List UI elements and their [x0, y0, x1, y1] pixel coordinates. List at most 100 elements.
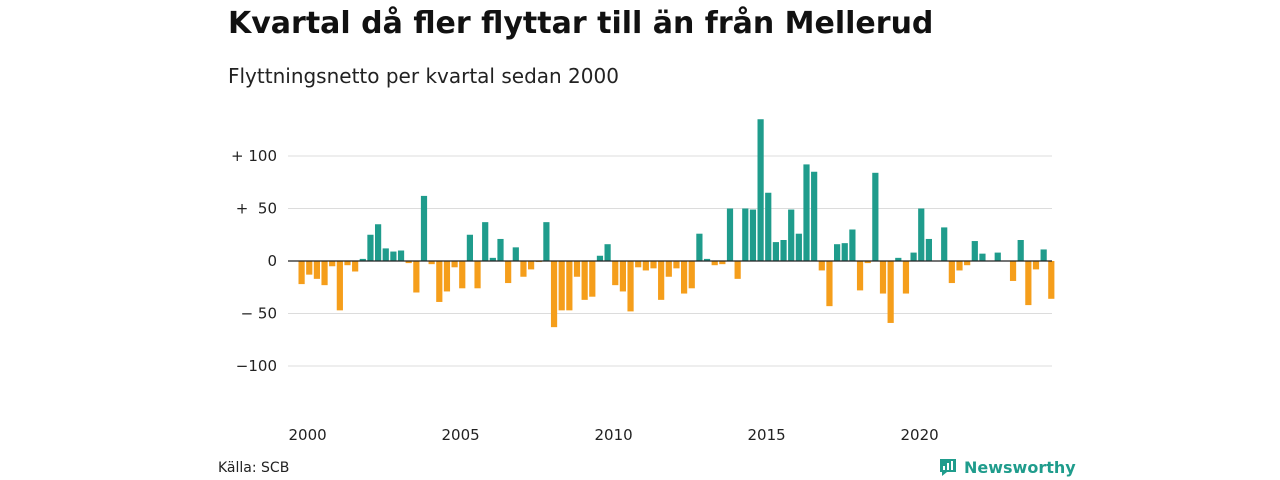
- bar: [336, 261, 343, 311]
- bar: [413, 261, 420, 293]
- bar: [757, 119, 764, 261]
- bar: [964, 261, 971, 266]
- bar: [818, 261, 825, 271]
- bar: [550, 261, 558, 328]
- bar: [520, 261, 527, 277]
- bar: [1017, 240, 1024, 261]
- bar: [749, 209, 757, 261]
- bar: [856, 261, 864, 291]
- bar: [979, 253, 986, 261]
- bar: [696, 233, 703, 261]
- bar: [397, 250, 405, 261]
- bar: [367, 234, 374, 261]
- bar: [619, 261, 626, 292]
- y-tick-label: −100: [236, 357, 277, 375]
- x-tick-label: 2005: [442, 426, 480, 444]
- bar: [887, 261, 894, 323]
- bar: [505, 261, 512, 284]
- bar: [925, 238, 932, 261]
- newsworthy-logo-icon: [940, 459, 956, 476]
- bar: [642, 261, 649, 271]
- bar: [436, 261, 443, 302]
- bar: [765, 192, 772, 261]
- bar: [459, 261, 466, 289]
- y-axis-ticks: + 100 + 50 0 − 50 −100: [231, 147, 277, 375]
- bar: [1048, 261, 1055, 299]
- bar: [558, 261, 565, 311]
- x-tick-label: 2000: [289, 426, 327, 444]
- bar: [1009, 261, 1017, 281]
- bar: [589, 261, 596, 297]
- bar: [420, 195, 428, 261]
- bar: [658, 261, 665, 300]
- bar: [834, 244, 841, 261]
- bar: [941, 227, 948, 261]
- bar: [902, 261, 910, 294]
- bar: [382, 248, 389, 261]
- y-tick-label: + 100: [231, 147, 277, 165]
- bar: [681, 261, 688, 294]
- bar: [811, 171, 818, 261]
- bar: [306, 261, 313, 275]
- y-tick-label: + 50: [236, 200, 277, 218]
- bar: [596, 255, 604, 261]
- bar: [650, 261, 657, 269]
- bar: [298, 261, 305, 285]
- x-tick-label: 2010: [595, 426, 633, 444]
- bar: [352, 261, 359, 272]
- bar: [994, 252, 1001, 261]
- bar: [581, 261, 588, 300]
- bar: [841, 243, 848, 261]
- bar: [443, 261, 451, 292]
- bar: [849, 229, 856, 261]
- x-axis-ticks: 2000 2005 2010 2015 2020: [289, 426, 939, 444]
- chart-title: Kvartal då fler flyttar till än från Mel…: [228, 6, 934, 41]
- bar: [803, 164, 810, 261]
- bar: [719, 261, 726, 265]
- source-note: Källa: SCB: [218, 460, 290, 476]
- x-tick-label: 2020: [901, 426, 939, 444]
- bar: [566, 261, 573, 311]
- chart-subtitle: Flyttningsnetto per kvartal sedan 2000: [228, 64, 619, 88]
- bar: [604, 244, 611, 261]
- bar: [795, 233, 802, 261]
- bar: [1032, 261, 1040, 270]
- bar: [872, 172, 879, 261]
- bar: [864, 261, 871, 264]
- bar: [612, 261, 619, 286]
- bar: [627, 261, 634, 312]
- bar: [711, 261, 718, 266]
- bar: [573, 261, 581, 277]
- bar: [512, 247, 519, 261]
- bar: [772, 242, 779, 261]
- bar: [428, 261, 435, 265]
- bars: [298, 119, 1055, 328]
- bar: [971, 241, 978, 261]
- bar: [673, 261, 680, 269]
- bar: [688, 261, 695, 289]
- bar: [918, 208, 925, 261]
- x-tick-label: 2015: [748, 426, 786, 444]
- bar: [344, 261, 351, 266]
- bar: [910, 252, 917, 261]
- bar: [635, 261, 642, 268]
- bar: [528, 261, 535, 270]
- bar: [474, 261, 481, 289]
- bar: [956, 261, 963, 271]
- bar: [375, 224, 382, 261]
- bar: [726, 208, 734, 261]
- bar: [321, 261, 328, 286]
- bar: [665, 261, 672, 277]
- bar: [826, 261, 833, 307]
- brand-name: Newsworthy: [964, 457, 1076, 477]
- y-tick-label: − 50: [241, 305, 277, 323]
- bar: [1025, 261, 1032, 306]
- grid-lines: [288, 155, 1052, 367]
- bar: [703, 258, 711, 261]
- bar: [788, 209, 795, 261]
- bar: [895, 257, 902, 261]
- bar: [482, 222, 489, 261]
- bar: [780, 240, 787, 261]
- bar: [497, 238, 504, 261]
